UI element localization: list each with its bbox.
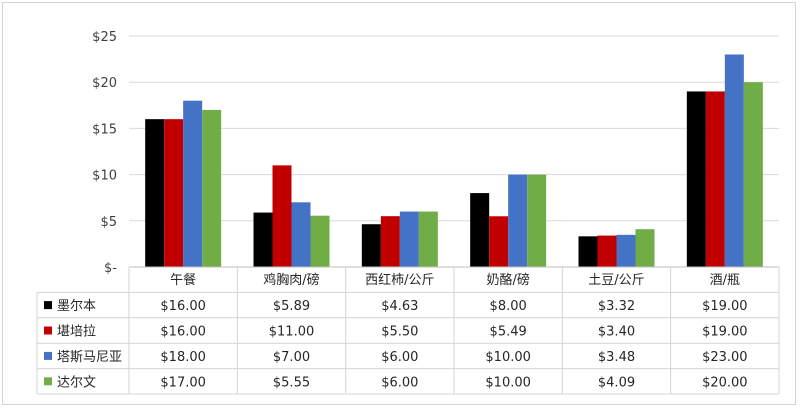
table-cell-value: $5.50 [381, 325, 418, 340]
table-cell-value: $16.00 [160, 299, 206, 314]
legend-entry: 达尔文 [57, 375, 96, 390]
y-tick-label: $20 [92, 76, 117, 91]
bar [489, 216, 509, 267]
table-cell-value: $5.89 [273, 299, 310, 314]
table-cell-value: $8.00 [490, 299, 527, 314]
table-cell-value: $3.32 [598, 299, 635, 314]
table-cell-value: $7.00 [273, 350, 310, 365]
table-cell-value: $17.00 [160, 375, 206, 390]
bar [164, 119, 184, 267]
table-cell-value: $20.00 [702, 375, 748, 390]
bar [253, 212, 273, 267]
bar [310, 215, 330, 267]
y-tick-label: $15 [92, 122, 117, 137]
table-cell-value: $18.00 [160, 350, 206, 365]
y-tick-label: $5 [100, 215, 117, 230]
x-category-label: 午餐 [170, 272, 196, 288]
table-cell-value: $10.00 [485, 350, 531, 365]
bar-chart: $- $5 $10 $15 $20 $25 午餐 鸡胸肉/磅 西红柿/公斤 奶酪/磅 土豆/公斤 酒/… [36, 30, 780, 395]
bar [616, 234, 636, 267]
bar [183, 100, 203, 268]
table-cell-value: $4.09 [598, 375, 635, 390]
table-cell-value: $4.63 [381, 299, 418, 314]
x-category-label: 酒/瓶 [710, 273, 740, 288]
legend-swatch [44, 301, 52, 310]
bar [418, 211, 438, 267]
bar [686, 91, 706, 267]
bar [202, 109, 222, 267]
legend-entry: 墨尔本 [57, 299, 96, 314]
x-category-label: 鸡胸肉/磅 [263, 272, 319, 288]
table-cell-value: $3.40 [598, 325, 635, 340]
table-cell-value: $16.00 [160, 325, 206, 340]
bar [470, 193, 490, 267]
y-tick-label: $25 [92, 30, 117, 45]
legend-swatch [44, 326, 52, 335]
table-cell-value: $10.00 [485, 375, 531, 390]
bar [380, 216, 400, 267]
bar [145, 119, 165, 267]
bar [399, 211, 419, 267]
bar [705, 91, 725, 267]
table-cell-value: $19.00 [702, 325, 748, 340]
y-tick-label: $- [104, 261, 117, 276]
bar [527, 174, 547, 267]
table-cell-value: $5.55 [273, 375, 310, 390]
legend-entry: 塔斯马尼亚 [57, 350, 122, 365]
bar [508, 174, 528, 267]
table-cell-value: $19.00 [702, 299, 748, 314]
y-tick-label: $10 [92, 169, 117, 184]
table-cell-value: $6.00 [381, 350, 418, 365]
table-cell-value: $11.00 [269, 325, 315, 340]
table-cell-value: $3.48 [598, 350, 635, 365]
table-cell-value: $5.49 [490, 325, 527, 340]
x-category-label: 土豆/公斤 [588, 273, 644, 288]
bar [743, 82, 763, 267]
legend-swatch [44, 377, 52, 386]
bar [724, 54, 744, 268]
legend-swatch [44, 351, 52, 360]
legend-entry: 堪培拉 [57, 324, 96, 340]
table-cell-value: $23.00 [702, 350, 748, 365]
bar [291, 202, 311, 267]
chart-frame: $- $5 $10 $15 $20 $25 午餐 鸡胸肉/磅 西红柿/公斤 奶酪/磅 土豆/公斤 酒/… [2, 2, 796, 405]
bar [597, 235, 617, 267]
table-cell-value: $6.00 [381, 375, 418, 390]
x-category-label: 奶酪/磅 [486, 272, 529, 288]
bar [272, 165, 292, 267]
x-category-label: 西红柿/公斤 [365, 272, 434, 288]
bar [361, 224, 381, 267]
bar [578, 236, 598, 267]
bar [635, 229, 655, 267]
